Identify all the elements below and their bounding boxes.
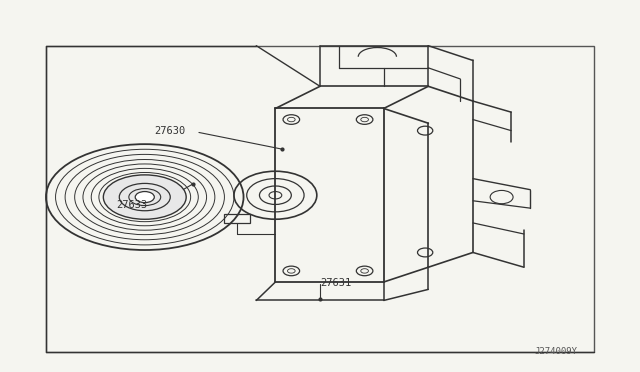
Circle shape <box>135 192 154 203</box>
Text: 27631: 27631 <box>320 278 351 288</box>
Text: 27630: 27630 <box>154 126 186 136</box>
Text: J274009Y: J274009Y <box>534 347 577 356</box>
Ellipse shape <box>103 175 186 219</box>
Text: 27633: 27633 <box>116 200 147 210</box>
